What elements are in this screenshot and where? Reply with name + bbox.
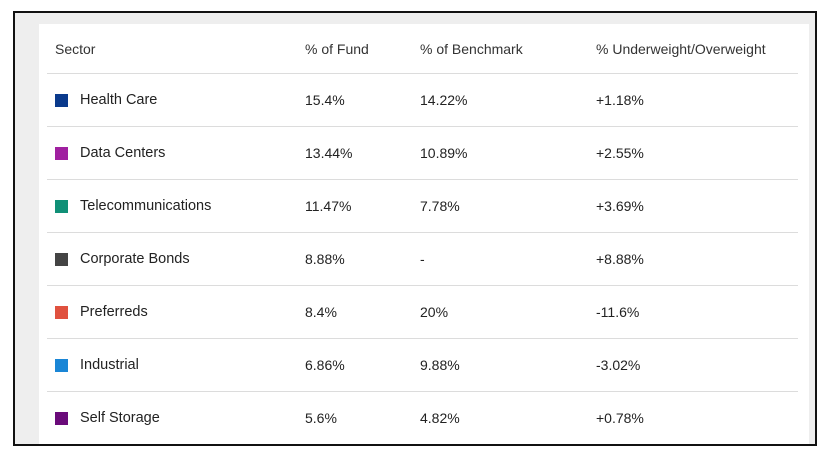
- benchmark-percent: 9.88%: [420, 338, 596, 392]
- sector-cell: Self Storage: [47, 392, 305, 445]
- sector-name: Self Storage: [80, 410, 160, 426]
- sector-color-swatch: [55, 358, 68, 372]
- weight-difference: +1.18%: [596, 73, 798, 127]
- sector-name: Health Care: [80, 92, 158, 108]
- table-row: Preferreds 8.4% 20% -11.6%: [47, 285, 798, 339]
- table-row: Corporate Bonds 8.88% - +8.88%: [47, 232, 798, 286]
- sector-name: Data Centers: [80, 145, 166, 161]
- header-fund: % of Fund: [305, 24, 420, 74]
- sector-name: Telecommunications: [80, 198, 212, 214]
- benchmark-percent: 20%: [420, 285, 596, 339]
- benchmark-percent: 4.82%: [420, 410, 460, 426]
- fund-percent: 5.6%: [305, 410, 337, 426]
- benchmark-percent: 7.78%: [420, 179, 596, 233]
- header-sector: Sector: [47, 24, 305, 74]
- header-benchmark: % of Benchmark: [420, 24, 596, 74]
- table-row: Self Storage 5.6% 4.82% +0.78%: [47, 392, 798, 445]
- benchmark-percent: 10.89%: [420, 126, 596, 180]
- benchmark-percent: 14.22%: [420, 73, 596, 127]
- sector-color-swatch: [55, 252, 68, 266]
- sector-color-swatch: [55, 305, 68, 319]
- sector-allocation-table: Sector % of Fund % of Benchmark % Underw…: [47, 24, 798, 444]
- sector-color-swatch: [55, 93, 68, 107]
- fund-percent: 8.88%: [305, 232, 420, 286]
- fund-percent: 8.4%: [305, 285, 420, 339]
- sector-cell: Preferreds: [47, 285, 305, 339]
- fund-percent: 15.4%: [305, 73, 420, 127]
- fund-percent: 11.47%: [305, 179, 420, 233]
- table-row: Telecommunications 11.47% 7.78% +3.69%: [47, 179, 798, 233]
- fund-percent: 13.44%: [305, 126, 420, 180]
- sector-color-swatch: [55, 146, 68, 160]
- sector-color-swatch: [55, 411, 68, 425]
- header-diff: % Underweight/Overweight: [596, 24, 798, 74]
- sector-cell: Industrial: [47, 338, 305, 392]
- sector-cell: Telecommunications: [47, 179, 305, 233]
- sector-cell: Corporate Bonds: [47, 232, 305, 286]
- sector-name: Industrial: [80, 357, 139, 373]
- table-row: Data Centers 13.44% 10.89% +2.55%: [47, 126, 798, 180]
- sector-allocation-panel: Sector % of Fund % of Benchmark % Underw…: [39, 24, 809, 444]
- weight-difference: +3.69%: [596, 179, 798, 233]
- sector-color-swatch: [55, 199, 68, 213]
- sector-cell: Health Care: [47, 73, 305, 127]
- weight-difference: -11.6%: [596, 285, 798, 339]
- table-row: Health Care 15.4% 14.22% +1.18%: [47, 73, 798, 127]
- screenshot-frame: Sector % of Fund % of Benchmark % Underw…: [13, 11, 817, 446]
- weight-difference: +0.78%: [596, 410, 644, 426]
- weight-difference: -3.02%: [596, 338, 798, 392]
- sector-name: Corporate Bonds: [80, 251, 190, 267]
- weight-difference: +8.88%: [596, 232, 798, 286]
- benchmark-percent: -: [420, 232, 596, 286]
- sector-cell: Data Centers: [47, 126, 305, 180]
- fund-percent: 6.86%: [305, 338, 420, 392]
- sector-name: Preferreds: [80, 304, 148, 320]
- table-row: Industrial 6.86% 9.88% -3.02%: [47, 338, 798, 392]
- weight-difference: +2.55%: [596, 126, 798, 180]
- table-header-row: Sector % of Fund % of Benchmark % Underw…: [47, 24, 798, 74]
